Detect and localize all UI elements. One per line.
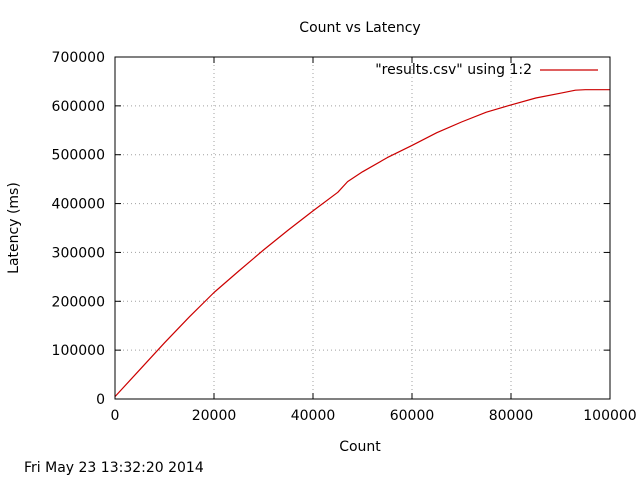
y-tick-label: 300000 — [52, 245, 105, 261]
footer-timestamp: Fri May 23 13:32:20 2014 — [24, 460, 204, 476]
grid — [115, 57, 610, 399]
legend: "results.csv" using 1:2 — [375, 62, 598, 78]
series-layer — [114, 89, 610, 398]
x-tick-label: 20000 — [192, 408, 237, 424]
x-tick-label: 60000 — [390, 408, 435, 424]
y-tick-label: 200000 — [52, 294, 105, 310]
y-tick-label: 100000 — [52, 343, 105, 359]
legend-entry-label: "results.csv" using 1:2 — [375, 62, 532, 78]
ticks — [114, 56, 611, 400]
x-tick-label: 100000 — [583, 408, 636, 424]
plot-frame — [114, 56, 611, 400]
tick-labels: 0 20000 40000 60000 80000 100000 0 100000 200000… — [52, 50, 637, 424]
chart-title: Count vs Latency — [299, 20, 420, 36]
x-tick-label: 80000 — [489, 408, 534, 424]
y-tick-label: 400000 — [52, 197, 105, 213]
y-tick-label: 0 — [96, 392, 105, 408]
y-tick-label: 600000 — [52, 99, 105, 115]
x-tick-label: 40000 — [291, 408, 336, 424]
x-axis-title: Count — [339, 439, 381, 455]
series-line — [114, 89, 610, 398]
y-tick-label: 700000 — [52, 50, 105, 66]
x-tick-label: 0 — [111, 408, 120, 424]
y-tick-label: 500000 — [52, 148, 105, 164]
y-axis-title: Latency (ms) — [6, 182, 22, 274]
